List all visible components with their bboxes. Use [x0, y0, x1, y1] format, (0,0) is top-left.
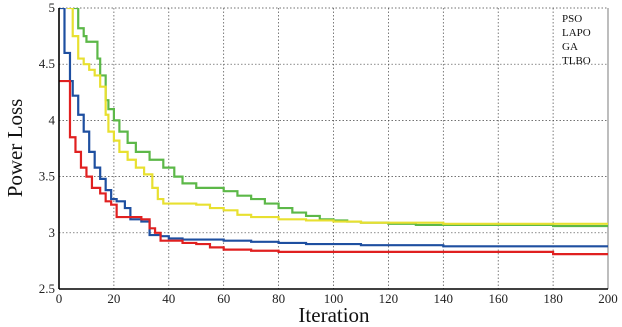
x-tick-label: 180: [543, 291, 563, 306]
series-layer: [59, 8, 608, 256]
series-line-red: [59, 79, 608, 256]
x-tick-label: 160: [488, 291, 508, 306]
series-line-blue: [59, 8, 608, 248]
y-tick-label: 3: [49, 225, 56, 240]
y-tick-label: 2.5: [39, 281, 55, 296]
legend-item-tlbo: TLBO: [562, 55, 591, 67]
legend: PSO LAPO GA TLBO: [562, 13, 591, 67]
x-tick-label: 100: [324, 291, 344, 306]
axes: [58, 8, 608, 290]
y-tick-label: 4: [49, 112, 56, 127]
x-tick-label: 40: [162, 291, 175, 306]
x-tick-label: 80: [272, 291, 285, 306]
x-tick-label: 20: [107, 291, 120, 306]
x-tick-label: 60: [217, 291, 230, 306]
y-axis-title: Power Loss: [3, 99, 27, 198]
x-tick-label: 0: [56, 291, 63, 306]
series-line-yellow: [67, 8, 608, 225]
x-tick-label: 200: [598, 291, 618, 306]
legend-item-lapo: LAPO: [562, 27, 591, 39]
x-tick-label: 140: [434, 291, 454, 306]
x-axis-title: Iteration: [298, 303, 370, 327]
x-tick-label: 120: [379, 291, 399, 306]
y-tick-label: 3.5: [39, 169, 55, 184]
y-tick-label: 4.5: [39, 56, 55, 71]
tick-labels: 0 20 40 60 80 100 120 140 160 180 200 2.5 3 3.5 4 4.5 5: [39, 0, 618, 306]
grid: [59, 7, 609, 289]
y-tick-label: 5: [49, 0, 56, 15]
legend-item-pso: PSO: [562, 13, 582, 25]
legend-item-ga: GA: [562, 41, 578, 53]
series-line-green: [72, 8, 608, 228]
